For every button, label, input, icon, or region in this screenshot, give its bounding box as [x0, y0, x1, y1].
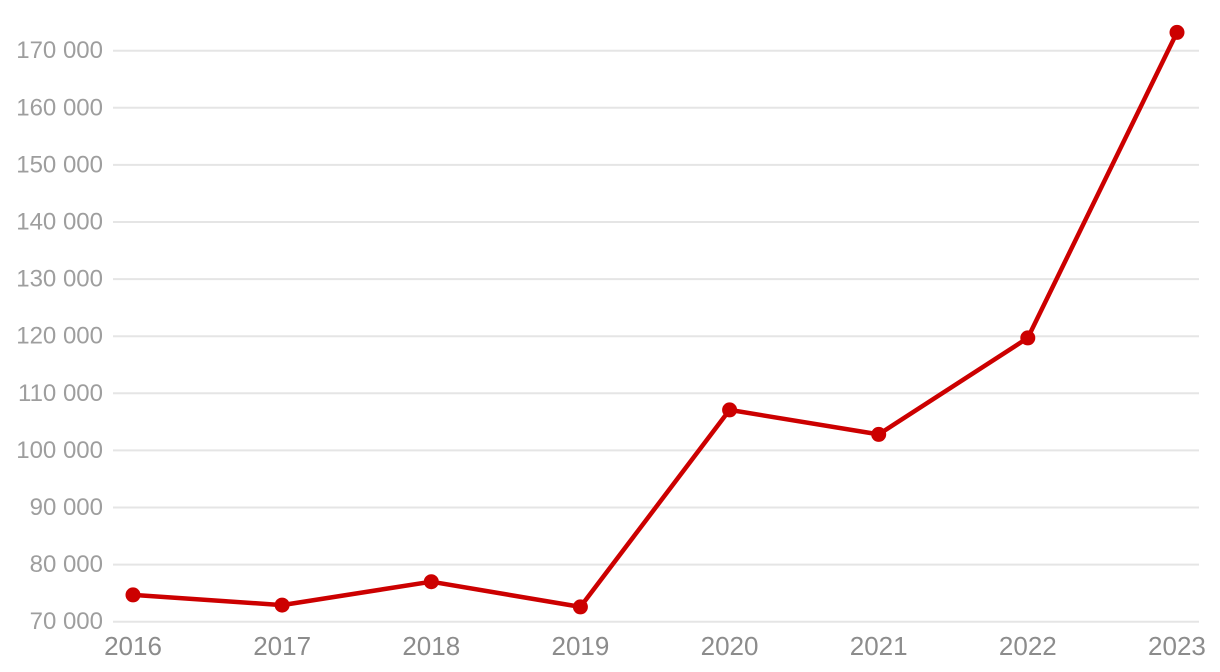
y-axis-tick-label: 160 000	[16, 94, 103, 121]
y-axis-tick-label: 110 000	[18, 380, 103, 407]
x-axis-tick-label: 2018	[402, 631, 460, 661]
x-axis-tick-label: 2017	[253, 631, 311, 661]
x-axis-tick-label: 2022	[999, 631, 1057, 661]
data-point-marker[interactable]	[423, 574, 439, 590]
y-axis-tick-label: 150 000	[16, 151, 103, 178]
data-point-marker[interactable]	[1020, 330, 1036, 346]
y-axis-tick-label: 130 000	[16, 266, 103, 293]
data-point-marker[interactable]	[722, 402, 738, 418]
x-axis-tick-label: 2016	[104, 631, 162, 661]
x-axis-tick-label: 2021	[850, 631, 908, 661]
y-axis-tick-label: 70 000	[30, 608, 103, 635]
y-axis-tick-label: 90 000	[30, 494, 103, 521]
x-axis-tick-label: 2019	[551, 631, 609, 661]
y-axis-tick-label: 100 000	[16, 437, 103, 464]
y-axis-tick-label: 170 000	[16, 37, 103, 64]
y-axis-tick-label: 140 000	[16, 209, 103, 236]
y-axis-tick-label: 120 000	[16, 323, 103, 350]
x-axis-tick-label: 2020	[701, 631, 759, 661]
data-point-marker[interactable]	[274, 597, 290, 613]
data-point-marker[interactable]	[871, 426, 887, 442]
data-point-marker[interactable]	[572, 599, 588, 615]
y-axis-tick-label: 80 000	[30, 551, 103, 578]
data-point-marker[interactable]	[1169, 24, 1185, 40]
x-axis-tick-label: 2023	[1148, 631, 1206, 661]
data-point-marker[interactable]	[125, 587, 141, 603]
data-line	[130, 30, 1180, 610]
